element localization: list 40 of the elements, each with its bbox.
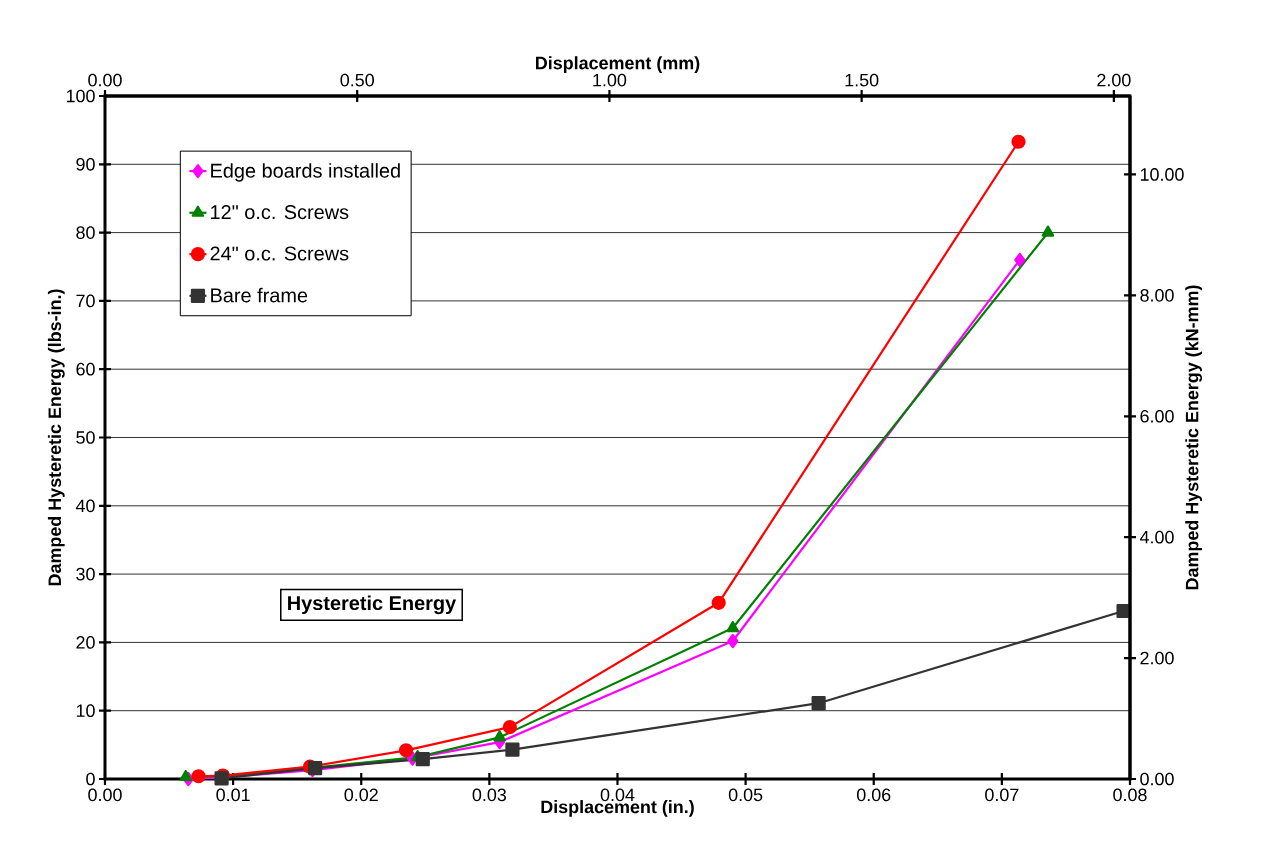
x-tick-label: 0.01 bbox=[216, 788, 250, 802]
y2-axis-title: Damped Hysteretic Energy (kN-mm) bbox=[1185, 285, 1203, 590]
y-tick-label: 90 bbox=[76, 157, 95, 171]
x-tick-label: 0.04 bbox=[600, 788, 635, 802]
y-tick-label: 0 bbox=[86, 772, 95, 786]
annotation: Hysteretic Energy bbox=[288, 595, 457, 615]
y-tick-label: 30 bbox=[76, 567, 95, 581]
legend-label: 12" o.c. Screws bbox=[211, 205, 349, 220]
y-tick-label: 40 bbox=[75, 499, 95, 513]
x-tick-label: 0.03 bbox=[472, 788, 507, 802]
x2-tick-label: 2.00 bbox=[1097, 73, 1131, 87]
y-tick-label: 50 bbox=[76, 431, 95, 444]
y2-tick-label: 8.00 bbox=[1140, 289, 1174, 302]
y2-tick-label: 4.00 bbox=[1139, 530, 1174, 544]
x-tick-label: 0.06 bbox=[856, 788, 891, 802]
y-tick-label: 80 bbox=[76, 226, 95, 239]
x2-tick-label: 0.50 bbox=[340, 73, 374, 87]
x-tick-label: 0.05 bbox=[728, 788, 763, 802]
y-tick-label: 10 bbox=[76, 704, 95, 718]
legend-label: 24" o.c. Screws bbox=[210, 246, 349, 261]
legend-label: Bare frame bbox=[211, 287, 308, 303]
x2-tick-label: 0.00 bbox=[88, 73, 122, 87]
x-tick-label: 0.00 bbox=[88, 788, 122, 802]
y-tick-label: 20 bbox=[76, 636, 95, 649]
y-axis-title: Damped Hysteretic Energy (lbs-in.) bbox=[47, 289, 65, 586]
x2-tick-label: 1.50 bbox=[845, 73, 879, 87]
y2-tick-label: 10.00 bbox=[1140, 168, 1184, 181]
y2-tick-label: 2.00 bbox=[1140, 651, 1174, 665]
x-axis-title: Displacement (in.) bbox=[541, 800, 694, 817]
x-tick-label: 0.07 bbox=[985, 788, 1019, 802]
y-tick-label: 60 bbox=[76, 362, 95, 376]
y-tick-label: 100 bbox=[66, 89, 95, 103]
x-tick-label: 0.08 bbox=[1113, 788, 1147, 802]
y2-tick-label: 6.00 bbox=[1140, 409, 1174, 423]
x2-axis-title: Displacement (mm) bbox=[535, 56, 700, 73]
x-tick-label: 0.02 bbox=[344, 788, 378, 802]
y2-tick-label: 0.00 bbox=[1140, 772, 1174, 786]
y-tick-label: 70 bbox=[76, 294, 95, 308]
x2-tick-label: 1.00 bbox=[593, 73, 627, 87]
legend-label: Edge boards installed bbox=[211, 163, 400, 182]
